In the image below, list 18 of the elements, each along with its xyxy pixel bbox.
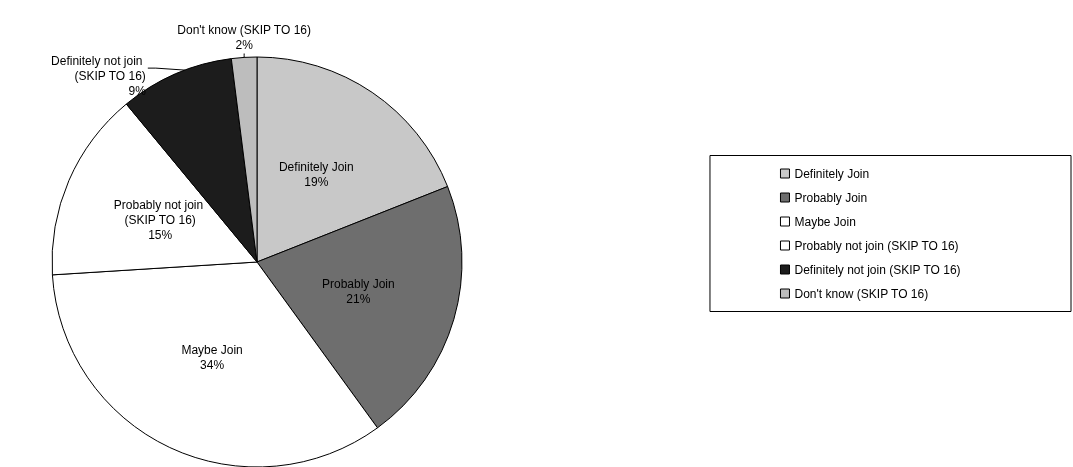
data-label: 34% — [200, 357, 225, 372]
data-label: 15% — [148, 228, 173, 243]
legend-label: Definitely Join — [794, 166, 870, 181]
slice-label: Probably Join — [321, 276, 395, 291]
slice-label: Probably not join (SKIP TO 16) — [113, 198, 207, 228]
legend-label: Probably Join — [794, 190, 868, 205]
data-label: 2% — [235, 38, 254, 52]
legend-label: Definitely not join (SKIP TO 16) — [794, 262, 961, 277]
slice-label: Maybe Join — [181, 342, 243, 357]
legend-label: Probably not join (SKIP TO 16) — [794, 238, 959, 253]
slice-label: Don't know (SKIP TO 16) — [177, 23, 311, 37]
legend-label: Don't know (SKIP TO 16) — [794, 286, 929, 301]
data-label: 9% — [128, 83, 147, 98]
slice-label: Definitely Join — [278, 160, 354, 175]
legend-label: Maybe Join — [794, 214, 856, 229]
data-label: 19% — [304, 175, 329, 190]
data-label: 21% — [346, 291, 371, 306]
slice-label: Definitely not join (SKIP TO 16) — [51, 53, 146, 83]
